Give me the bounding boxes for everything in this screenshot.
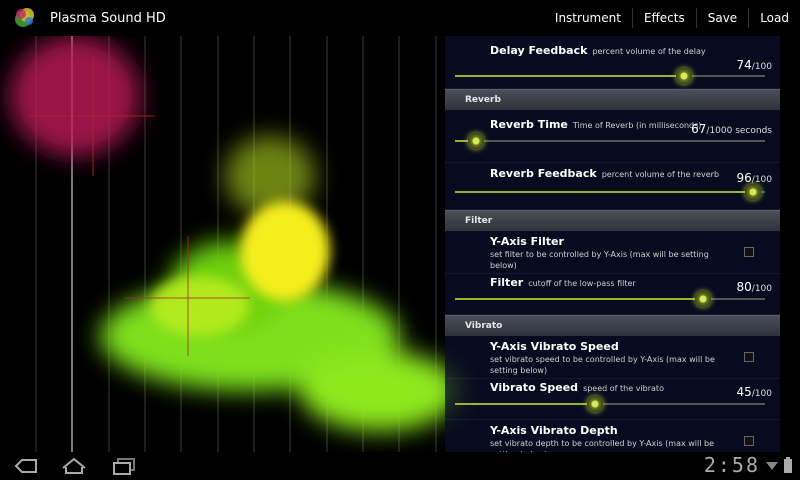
- vibrato-speed-label: Vibrato Speed: [490, 381, 579, 394]
- reverb-feedback-number: 96: [736, 171, 752, 185]
- vibrato-header: Vibrato: [445, 315, 780, 336]
- y-axis-vibrato-speed-title: Y-Axis Vibrato Speed: [490, 340, 619, 353]
- vibrato-speed-fill: [455, 403, 595, 405]
- reverb-time-max: /1000 seconds: [706, 126, 772, 136]
- system-bar: 2:58: [0, 452, 800, 480]
- reverb-feedback-title: Reverb Feedback percent volume of the rev…: [490, 167, 719, 180]
- reverb-time-label: Reverb Time: [490, 118, 568, 131]
- reverb-time-row: Reverb Time Time of Reverb (in millisecon…: [445, 110, 780, 163]
- vibrato-speed-number: 45: [736, 385, 752, 399]
- reverb-time-value: 67/1000 seconds: [691, 122, 772, 136]
- filter-title: Filter cutoff of the low-pass filter: [490, 276, 636, 289]
- reverb-feedback-fill: [455, 191, 753, 193]
- delay-feedback-desc: percent volume of the delay: [592, 47, 706, 56]
- filter-number: 80: [736, 280, 752, 294]
- delay-feedback-value: 74/100: [737, 58, 773, 72]
- reverb-feedback-label: Reverb Feedback: [490, 167, 597, 180]
- reverb-time-title: Reverb Time Time of Reverb (in millisecon…: [490, 118, 701, 131]
- vibrato-speed-desc: speed of the vibrato: [583, 384, 664, 393]
- back-icon[interactable]: [12, 456, 40, 476]
- y-axis-vibrato-depth-row[interactable]: Y-Axis Vibrato Depth set vibrato depth t…: [445, 420, 780, 452]
- menu-save[interactable]: Save: [695, 8, 748, 28]
- delay-feedback-fill: [455, 75, 684, 77]
- y-axis-vibrato-depth-checkbox[interactable]: [744, 436, 754, 446]
- filter-max: /100: [751, 284, 772, 294]
- reverb-feedback-row: Reverb Feedback percent volume of the rev…: [445, 163, 780, 210]
- y-axis-vibrato-depth-desc: set vibrato depth to be controlled by Y-…: [490, 439, 715, 452]
- filter-value: 80/100: [737, 280, 773, 294]
- delay-feedback-title: Delay Feedback percent volume of the dela…: [490, 44, 706, 57]
- filter-fill: [455, 298, 703, 300]
- vibrato-speed-thumb[interactable]: [587, 396, 603, 412]
- reverb-feedback-thumb[interactable]: [745, 184, 761, 200]
- y-axis-vibrato-speed-row[interactable]: Y-Axis Vibrato Speed set vibrato speed t…: [445, 336, 780, 379]
- reverb-time-track: [455, 140, 765, 142]
- filter-thumb[interactable]: [695, 291, 711, 307]
- reverb-feedback-value: 96/100: [737, 171, 773, 185]
- y-axis-filter-checkbox[interactable]: [744, 247, 754, 257]
- reverb-time-thumb[interactable]: [468, 133, 484, 149]
- vibrato-speed-row: Vibrato Speed speed of the vibrato 45/100: [445, 379, 780, 420]
- y-axis-filter-desc: set filter to be controlled by Y-Axis (m…: [490, 250, 709, 270]
- reverb-feedback-desc: percent volume of the reverb: [601, 170, 720, 179]
- app-title: Plasma Sound HD: [50, 10, 166, 26]
- delay-feedback-thumb[interactable]: [676, 68, 692, 84]
- filter-label: Filter: [490, 276, 524, 289]
- vibrato-speed-title: Vibrato Speed speed of the vibrato: [490, 381, 664, 394]
- delay-feedback-number: 74: [736, 58, 752, 72]
- vibrato-speed-track: [455, 403, 765, 405]
- y-axis-filter-title: Y-Axis Filter: [490, 235, 564, 248]
- y-axis-vibrato-speed-checkbox[interactable]: [744, 352, 754, 362]
- delay-feedback-max: /100: [751, 62, 772, 72]
- filter-row: Filter cutoff of the low-pass filter 80/1…: [445, 274, 780, 315]
- y-axis-vibrato-depth-title: Y-Axis Vibrato Depth: [490, 424, 618, 437]
- menu-effects[interactable]: Effects: [631, 8, 696, 28]
- vibrato-speed-value: 45/100: [737, 385, 773, 399]
- plasma-visual: [10, 36, 460, 452]
- filter-desc: cutoff of the low-pass filter: [528, 279, 636, 288]
- reverb-time-number: 67: [691, 122, 707, 136]
- y-axis-vibrato-speed-desc: set vibrato speed to be controlled by Y-…: [490, 355, 715, 375]
- app-logo-icon: [12, 5, 38, 31]
- reverb-feedback-max: /100: [751, 175, 772, 185]
- filter-header: Filter: [445, 210, 780, 231]
- recent-apps-icon[interactable]: [110, 456, 138, 476]
- reverb-time-fill: [455, 140, 476, 142]
- effects-panel: Delay Feedback percent volume of the dela…: [445, 36, 780, 452]
- delay-feedback-label: Delay Feedback: [490, 44, 588, 57]
- wifi-icon: [766, 459, 778, 478]
- y-axis-filter-row[interactable]: Y-Axis Filter set filter to be controlle…: [445, 231, 780, 274]
- menu-instrument[interactable]: Instrument: [554, 11, 621, 25]
- home-icon[interactable]: [60, 456, 88, 476]
- action-menu: Instrument Effects Save Load: [544, 0, 800, 36]
- status-clock[interactable]: 2:58: [703, 453, 760, 477]
- vibrato-speed-max: /100: [751, 389, 772, 399]
- menu-load[interactable]: Load: [748, 8, 800, 28]
- delay-feedback-row: Delay Feedback percent volume of the dela…: [445, 36, 780, 89]
- reverb-header: Reverb: [445, 89, 780, 110]
- reverb-time-desc: Time of Reverb (in milliseconds): [572, 121, 702, 130]
- battery-icon: [784, 457, 792, 477]
- action-bar: Plasma Sound HD Instrument Effects Save …: [0, 0, 800, 36]
